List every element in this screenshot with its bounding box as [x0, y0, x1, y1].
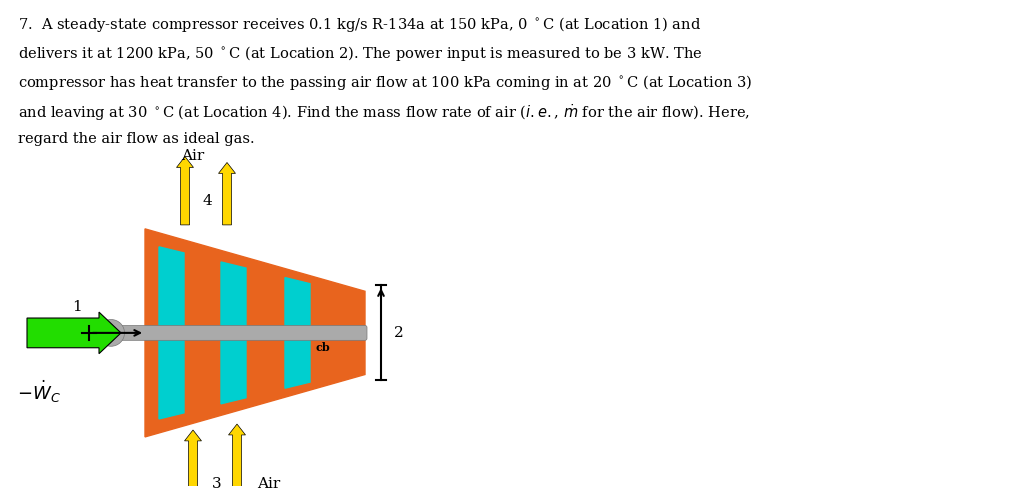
FancyArrow shape: [228, 424, 246, 491]
Text: 2: 2: [394, 326, 403, 340]
Polygon shape: [285, 277, 310, 388]
Text: 7.  A steady-state compressor receives 0.1 kg/s R-134a at 150 kPa, 0 $^\circ$C (: 7. A steady-state compressor receives 0.…: [18, 15, 701, 34]
Text: and leaving at 30 $^\circ$C (at Location 4). Find the mass flow rate of air ($i.: and leaving at 30 $^\circ$C (at Location…: [18, 103, 751, 123]
Text: 3: 3: [212, 477, 222, 491]
FancyArrow shape: [176, 157, 194, 225]
Polygon shape: [159, 247, 184, 419]
Polygon shape: [221, 262, 246, 404]
Text: Air: Air: [257, 477, 281, 491]
Text: $-\dot{W}_C$: $-\dot{W}_C$: [17, 379, 60, 405]
FancyArrow shape: [218, 163, 236, 225]
FancyBboxPatch shape: [105, 326, 367, 340]
Polygon shape: [145, 229, 365, 437]
Text: 1: 1: [72, 300, 82, 314]
Text: delivers it at 1200 kPa, 50 $^\circ$C (at Location 2). The power input is measur: delivers it at 1200 kPa, 50 $^\circ$C (a…: [18, 44, 702, 63]
FancyArrow shape: [184, 430, 202, 491]
FancyArrow shape: [27, 312, 121, 354]
Text: regard the air flow as ideal gas.: regard the air flow as ideal gas.: [18, 132, 255, 146]
Text: 4: 4: [202, 194, 212, 208]
Text: compressor has heat transfer to the passing air flow at 100 kPa coming in at 20 : compressor has heat transfer to the pass…: [18, 73, 752, 92]
Text: cb: cb: [315, 342, 330, 353]
Circle shape: [97, 320, 125, 346]
Text: Air: Air: [181, 148, 205, 163]
